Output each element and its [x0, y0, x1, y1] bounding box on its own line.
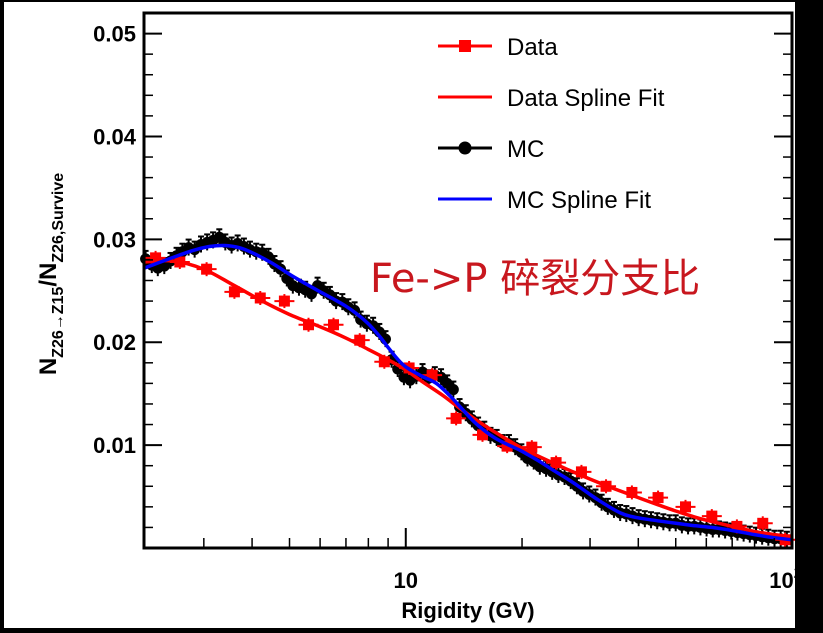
chart-svg: 0.01 0.02 0.03 0.04 0.05 10 102 Data Data Splin… — [35, 11, 803, 623]
annotation-label: Fe->P 碎裂分支比 — [370, 256, 700, 302]
legend-data-label: Data — [507, 34, 558, 61]
data-point — [680, 501, 692, 513]
y-tick-label: 0.01 — [93, 433, 136, 458]
data-spline-fit-line — [143, 258, 793, 539]
data-point — [626, 486, 638, 498]
legend-data-marker — [459, 40, 471, 52]
data-point — [652, 492, 664, 504]
plot-figure: 0.01 0.02 0.03 0.04 0.05 10 102 Data Data Splin… — [4, 2, 803, 628]
data-point — [575, 466, 587, 478]
data-point — [450, 412, 462, 424]
y-tick-label: 0.04 — [93, 124, 137, 149]
mc-point — [447, 384, 459, 396]
data-point — [526, 441, 538, 453]
data-point — [426, 369, 438, 381]
y-axis-title-mid: /N — [35, 263, 62, 287]
data-point — [303, 319, 315, 331]
mc-spline-fit-line — [143, 243, 793, 542]
x-axis-title: Rigidity (GV) — [401, 598, 534, 623]
y-axis-title-sub1: Z26→Z15 — [50, 287, 67, 358]
mc-point — [305, 288, 317, 300]
x-tick-label: 102 — [769, 565, 795, 593]
y-axis-title-main: N — [35, 358, 62, 375]
data-point — [254, 292, 266, 304]
data-point — [354, 334, 366, 346]
series-layer — [140, 228, 796, 548]
y-axis-title: NZ26→Z15/NZ26,Survive — [35, 173, 67, 375]
legend-data-spline-fit-label: Data Spline Fit — [507, 85, 665, 112]
data-point — [278, 295, 290, 307]
legend-mc-label: MC — [507, 136, 544, 163]
x-tick-label: 10 — [394, 568, 418, 593]
data-point — [328, 319, 340, 331]
data-point — [378, 356, 390, 368]
legend-mc-spline-fit-label: MC Spline Fit — [507, 187, 651, 214]
y-tick-label: 0.02 — [93, 330, 136, 355]
data-point — [228, 286, 240, 298]
data-point — [150, 252, 162, 264]
data-point — [706, 510, 718, 522]
y-tick-label: 0.05 — [93, 22, 136, 47]
legend: Data Data Spline Fit MC MC Spline Fit — [438, 34, 665, 214]
legend-mc-marker — [458, 141, 472, 155]
y-axis-title-sub2: Z26,Survive — [50, 173, 67, 263]
data-point — [477, 429, 489, 441]
x-tick-exponent: 2 — [794, 565, 795, 582]
axes-layer: 0.01 0.02 0.03 0.04 0.05 10 102 — [93, 11, 803, 593]
data-point — [757, 517, 769, 529]
y-tick-label: 0.03 — [93, 227, 136, 252]
